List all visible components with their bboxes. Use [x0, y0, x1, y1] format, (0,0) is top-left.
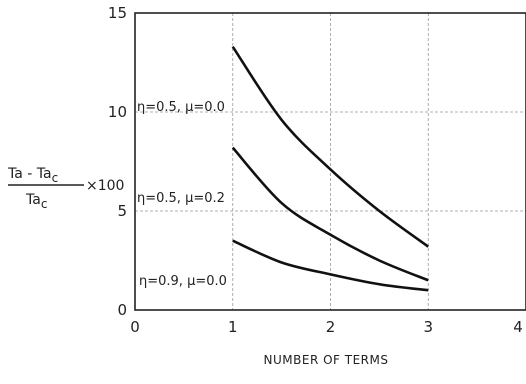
series-line-1: [231, 45, 430, 248]
grid-lines: [135, 13, 526, 310]
y-tick-labels: 0 5 10 15: [108, 4, 127, 319]
y-axis-label: Ta - Tac Tac ×100: [7, 166, 124, 211]
x-tick-label: 1: [228, 318, 238, 336]
x-tick-label: 3: [423, 318, 433, 336]
x-tick-label: 4: [513, 318, 523, 336]
series-line-3: [232, 239, 429, 292]
y-label-multiplier: ×100: [86, 178, 124, 194]
y-label-num-minus: -: [23, 166, 37, 182]
y-label-numerator: Ta - Tac: [7, 166, 58, 185]
x-tick-labels: 0 1 2 3 4: [130, 318, 523, 336]
y-tick-label: 5: [117, 202, 127, 220]
series-label-1: η=0.5, μ=0.0: [137, 100, 225, 115]
y-label-denominator: Tac: [25, 192, 47, 211]
series-label-3: η=0.9, μ=0.0: [139, 274, 227, 289]
series-lines: [231, 45, 430, 292]
y-label-den-base: Ta: [25, 192, 41, 208]
y-label-num-base-2: Ta: [36, 166, 52, 182]
x-tick-label: 2: [326, 318, 336, 336]
series-line-2: [231, 146, 429, 282]
y-tick-label: 10: [108, 103, 127, 121]
x-axis-label: NUMBER OF TERMS: [264, 353, 389, 367]
x-tick-label: 0: [130, 318, 140, 336]
y-tick-label: 0: [117, 301, 127, 319]
series-labels: η=0.5, μ=0.0 η=0.5, μ=0.2 η=0.9, μ=0.0: [137, 100, 227, 289]
y-label-num-sub-2: c: [52, 171, 59, 185]
plot-frame: [134, 12, 526, 311]
y-label-den-sub: c: [41, 197, 48, 211]
y-label-num-base-1: Ta: [7, 166, 23, 182]
y-tick-label: 15: [108, 4, 127, 22]
series-label-2: η=0.5, μ=0.2: [137, 191, 225, 206]
